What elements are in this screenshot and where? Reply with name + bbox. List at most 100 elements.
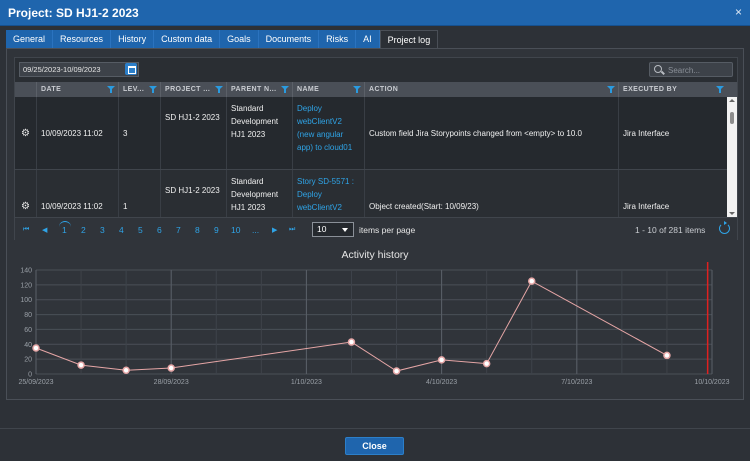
page-1-button[interactable]: 1 (59, 221, 71, 235)
x-tick-label: 4/10/2023 (426, 379, 457, 386)
filter-icon[interactable] (716, 86, 724, 93)
page-7-button[interactable]: 7 (176, 225, 181, 235)
tab-goals[interactable]: Goals (220, 30, 259, 48)
cell-name-link[interactable]: Deploy webClientV2 (new angular app) to … (293, 97, 365, 169)
data-point (77, 361, 85, 369)
data-point (122, 366, 130, 375)
x-tick-label: 7/10/2023 (561, 379, 592, 386)
tab-history[interactable]: History (111, 30, 155, 48)
dialog-titlebar: Project: SD HJ1-2 2023 × (0, 0, 750, 26)
items-range-text: 1 - 10 of 281 items (635, 225, 706, 235)
column-header-name[interactable]: NAME (293, 82, 365, 97)
x-tick-label: 10/10/2023 (694, 379, 729, 386)
prev-page-button[interactable]: ◀ (42, 227, 48, 234)
tab-project-log[interactable]: Project log (379, 30, 439, 48)
table-row[interactable]: ⚙ 10/09/2023 11:02 1 SD HJ1-2 2023 Stand… (15, 170, 727, 217)
table-scrollbar[interactable] (727, 97, 737, 217)
x-tick-label: 1/10/2023 (291, 379, 322, 386)
cell-name-link[interactable]: Story SD-5571 : Deploy webClientV2 (new … (293, 170, 365, 217)
page-9-button[interactable]: 9 (214, 225, 219, 235)
series-line (35, 280, 668, 372)
data-point (663, 351, 671, 360)
tab-ai[interactable]: AI (356, 30, 380, 48)
refresh-icon[interactable] (719, 221, 730, 234)
scrollbar-thumb[interactable] (730, 112, 734, 124)
more-pages-button[interactable]: ... (252, 225, 260, 235)
tab-resources[interactable]: Resources (53, 30, 112, 48)
y-tick-label: 0 (28, 372, 32, 379)
row-actions-cell: ⚙ (15, 97, 37, 169)
column-header-level[interactable]: LEV... (119, 82, 161, 97)
page-3-button[interactable]: 3 (100, 225, 105, 235)
y-tick-label: 60 (24, 327, 32, 334)
filter-icon[interactable] (353, 86, 361, 93)
cell-parent: Standard Development HJ1 2023 (227, 97, 293, 169)
data-point (527, 277, 536, 285)
calendar-icon[interactable] (125, 63, 137, 75)
column-header-project[interactable]: PROJECT ... (161, 82, 227, 97)
filter-icon[interactable] (281, 86, 289, 93)
date-range-input[interactable]: 09/25/2023-10/09/2023 (19, 62, 139, 77)
first-page-button[interactable]: ⏮ (23, 226, 30, 233)
search-input[interactable] (668, 64, 730, 76)
tab-general[interactable]: General (6, 30, 54, 48)
y-tick-label: 100 (20, 297, 32, 304)
cell-executed-by: Jira Interface (623, 201, 670, 211)
column-header-date[interactable]: DATE (37, 82, 119, 97)
data-point (32, 344, 40, 352)
data-point (437, 356, 446, 364)
page-5-button[interactable]: 5 (138, 225, 143, 235)
data-point (347, 338, 356, 346)
pager: ⏮ ◀ 1 2 3 4 5 6 7 8 9 10 ... ▶ ⏭ 10 item… (15, 217, 737, 240)
column-header-executed-by[interactable]: EXECUTED BY (619, 82, 727, 97)
y-tick-label: 20 (24, 357, 32, 364)
search-box (649, 62, 733, 77)
x-tick-label: 25/09/2023 (18, 379, 53, 386)
y-tick-label: 120 (20, 282, 32, 289)
chart-title: Activity history (341, 249, 409, 261)
filter-icon[interactable] (215, 86, 223, 93)
filter-icon[interactable] (149, 86, 157, 93)
cell-executed-by: Jira Interface (623, 128, 670, 138)
close-icon[interactable]: × (734, 5, 742, 19)
gear-icon[interactable]: ⚙ (21, 200, 30, 212)
last-page-button[interactable]: ⏭ (289, 226, 296, 233)
cell-project: SD HJ1-2 2023 (161, 170, 227, 217)
tab-risks[interactable]: Risks (319, 30, 357, 48)
data-point (392, 367, 401, 375)
page-size-select[interactable]: 10 (312, 222, 354, 237)
filter-icon[interactable] (607, 86, 615, 93)
page-10-button[interactable]: 10 (231, 225, 241, 235)
page-8-button[interactable]: 8 (195, 225, 200, 235)
search-icon (654, 65, 662, 73)
next-page-button[interactable]: ▶ (272, 227, 278, 234)
cell-date: 10/09/2023 11:02 (37, 97, 119, 169)
filter-icon[interactable] (107, 86, 115, 93)
table-row[interactable]: ⚙ 10/09/2023 11:02 3 SD HJ1-2 2023 Stand… (15, 97, 727, 170)
cell-level: 3 (119, 97, 161, 169)
data-point (482, 359, 491, 368)
cell-project: SD HJ1-2 2023 (161, 97, 227, 169)
cell-date: 10/09/2023 11:02 (37, 170, 119, 217)
dialog-title: Project: SD HJ1-2 2023 (8, 6, 139, 20)
activity-history-chart: 0 20 40 60 80 100 120 140 25/09/2023 28/09/2023 1/… (18, 262, 730, 386)
page-2-button[interactable]: 2 (81, 225, 86, 235)
scroll-down-icon[interactable] (729, 212, 735, 215)
table-body: ⚙ 10/09/2023 11:02 3 SD HJ1-2 2023 Stand… (15, 97, 727, 217)
column-header-action[interactable]: ACTION (365, 82, 619, 97)
y-tick-label: 80 (24, 312, 32, 319)
table-header: DATE LEV... PROJECT ... PARENT N... NAME… (15, 82, 737, 97)
grid-toolbar: 09/25/2023-10/09/2023 (15, 58, 737, 82)
cell-parent: Standard Development HJ1 2023 (227, 170, 293, 217)
tab-custom-data[interactable]: Custom data (154, 30, 221, 48)
page-6-button[interactable]: 6 (157, 225, 162, 235)
scroll-up-icon[interactable] (729, 99, 735, 102)
page-4-button[interactable]: 4 (119, 225, 124, 235)
close-button[interactable]: Close (345, 437, 404, 455)
cell-action: Object created(Start: 10/09/23) (365, 170, 619, 217)
column-header-parent[interactable]: PARENT N... (227, 82, 293, 97)
gear-icon[interactable]: ⚙ (21, 127, 30, 139)
tab-documents[interactable]: Documents (258, 30, 320, 48)
project-log-grid: 09/25/2023-10/09/2023 DATE LEV... PROJEC… (14, 57, 738, 240)
chevron-down-icon (342, 228, 348, 232)
